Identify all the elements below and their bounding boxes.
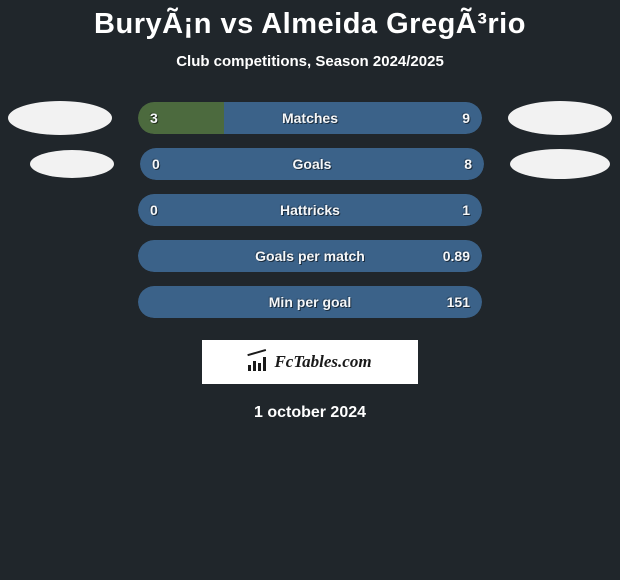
stat-value-right: 1 [462,202,470,218]
stat-bar: 0 1 Hattricks [138,194,482,226]
chart-icon [248,353,270,371]
stat-bar: 151 Min per goal [138,286,482,318]
stat-label: Goals [293,156,332,172]
stat-row: 3 9 Matches [0,102,620,134]
player-right-avatar [508,101,612,135]
stat-label: Min per goal [269,294,351,310]
player-left-avatar [30,150,114,178]
stat-value-left: 0 [152,156,160,172]
stat-value-left: 0 [150,202,158,218]
stat-bar: 0 8 Goals [140,148,484,180]
stat-value-right: 9 [462,110,470,126]
stat-row: 0 1 Hattricks [0,194,620,226]
stat-label: Hattricks [280,202,340,218]
comparison-widget: BuryÃ¡n vs Almeida GregÃ³rio Club compet… [0,0,620,422]
stat-row: 151 Min per goal [0,286,620,318]
stat-row: 0.89 Goals per match [0,240,620,272]
brand-logo[interactable]: FcTables.com [202,340,418,384]
snapshot-date: 1 october 2024 [0,404,620,422]
player-right-avatar [510,149,610,179]
stat-value-right: 0.89 [443,248,470,264]
bar-fill-right [224,102,482,134]
page-title: BuryÃ¡n vs Almeida GregÃ³rio [0,8,620,41]
stat-bar: 3 9 Matches [138,102,482,134]
season-subtitle: Club competitions, Season 2024/2025 [0,53,620,70]
stat-value-right: 151 [447,294,470,310]
stat-label: Goals per match [255,248,365,264]
brand-text: FcTables.com [274,352,371,372]
stat-row: 0 8 Goals [0,148,620,180]
stat-bar: 0.89 Goals per match [138,240,482,272]
stat-value-left: 3 [150,110,158,126]
stat-value-right: 8 [464,156,472,172]
player-left-avatar [8,101,112,135]
stat-rows: 3 9 Matches 0 8 Goals 0 1 Hattricks 0.89 Goals per… [0,102,620,318]
stat-label: Matches [282,110,338,126]
